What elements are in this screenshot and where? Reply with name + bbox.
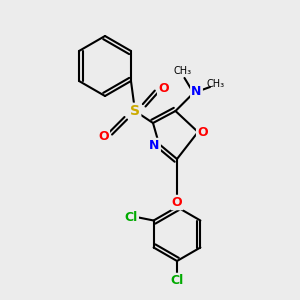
Text: O: O xyxy=(197,125,208,139)
Text: S: S xyxy=(130,104,140,118)
Text: CH₃: CH₃ xyxy=(207,79,225,89)
Text: Cl: Cl xyxy=(124,211,138,224)
Text: O: O xyxy=(98,130,109,143)
Text: N: N xyxy=(191,85,202,98)
Text: CH₃: CH₃ xyxy=(174,65,192,76)
Text: O: O xyxy=(158,82,169,95)
Text: O: O xyxy=(172,196,182,209)
Text: N: N xyxy=(149,139,160,152)
Text: Cl: Cl xyxy=(170,274,184,287)
